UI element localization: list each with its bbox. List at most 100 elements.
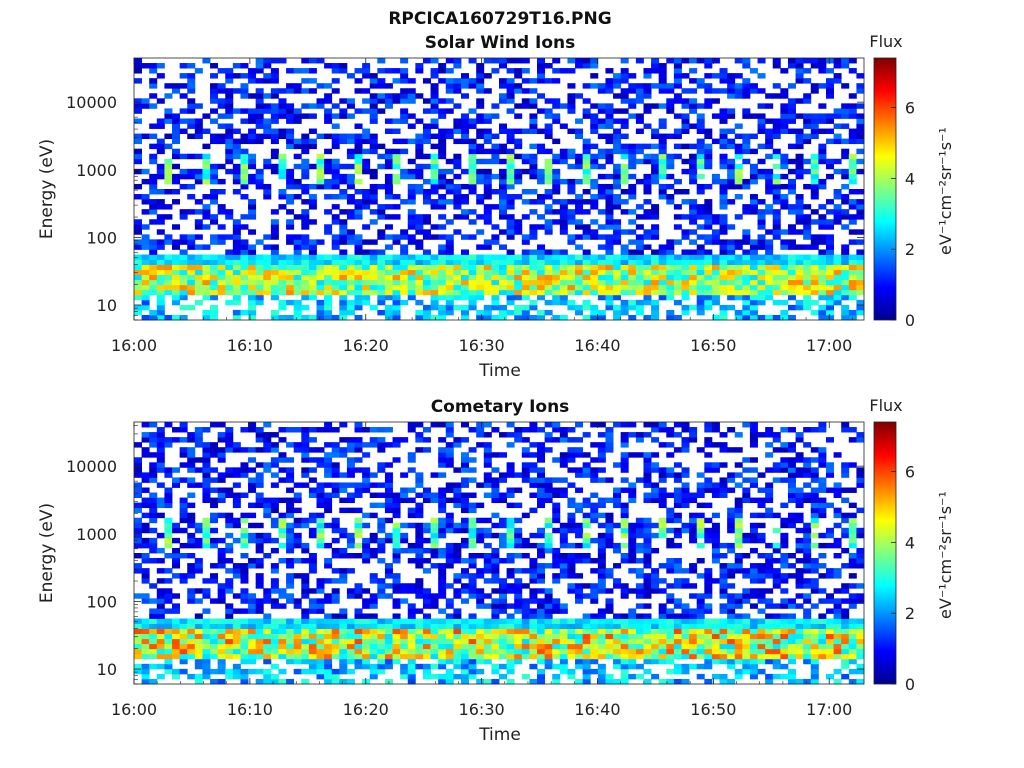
spectrogram-cell (468, 168, 477, 175)
spectrogram-cell (514, 274, 523, 281)
spectrogram-cell (613, 173, 622, 180)
spectrogram-cell (605, 618, 614, 624)
spectrogram-cell (331, 638, 340, 645)
spectrogram-cell (772, 259, 781, 265)
spectrogram-cell (681, 583, 690, 589)
spectrogram-cell (757, 209, 766, 215)
spectrogram-cell (308, 244, 317, 250)
spectrogram-cell (460, 254, 469, 260)
spectrogram-cell (833, 123, 842, 129)
spectrogram-cell (651, 153, 660, 160)
spectrogram-cell (537, 224, 546, 230)
spectrogram-cell (164, 663, 173, 670)
spectrogram-cell (392, 299, 401, 306)
spectrogram-cell (696, 118, 705, 124)
spectrogram-cell (324, 638, 333, 645)
spectrogram-cell (491, 573, 500, 579)
spectrogram-cell (202, 314, 211, 321)
spectrogram-cell (149, 284, 158, 291)
spectrogram-cell (825, 542, 834, 549)
spectrogram-cell (172, 163, 181, 170)
spectrogram-cell (757, 658, 766, 665)
spectrogram-cell (468, 148, 477, 155)
spectrogram-cell (141, 284, 150, 291)
spectrogram-cell (780, 113, 789, 119)
spectrogram-cell (613, 204, 622, 210)
spectrogram-cell (681, 189, 690, 195)
spectrogram-cell (742, 628, 751, 635)
spectrogram-cell (559, 123, 568, 129)
spectrogram-cell (590, 229, 599, 235)
spectrogram-cell (658, 153, 667, 160)
spectrogram-cell (590, 618, 599, 624)
spectrogram-cell (803, 229, 812, 235)
spectrogram-cell (651, 658, 660, 665)
spectrogram-cell (430, 158, 439, 165)
spectrogram-cell (719, 133, 728, 140)
spectrogram-cell (438, 113, 447, 119)
spectrogram-cell (164, 173, 173, 180)
spectrogram-cell (780, 284, 789, 291)
spectrogram-cell (635, 214, 644, 220)
spectrogram-cell (354, 643, 363, 650)
spectrogram-cell (711, 113, 720, 119)
spectrogram-cell (613, 78, 622, 84)
spectrogram-cell (438, 588, 447, 594)
spectrogram-cell (202, 658, 211, 665)
spectrogram-cell (582, 537, 591, 544)
spectrogram-cell (149, 618, 158, 624)
spectrogram-cell (575, 289, 584, 296)
spectrogram-cell (742, 568, 751, 574)
spectrogram-cell (483, 138, 492, 145)
spectrogram-cell (286, 118, 295, 124)
spectrogram-cell (658, 638, 667, 645)
spectrogram-cell (460, 209, 469, 215)
spectrogram-cell (537, 58, 546, 64)
spectrogram-cell (681, 284, 690, 291)
spectrogram-cell (339, 239, 348, 245)
spectrogram-cell (483, 648, 492, 655)
spectrogram-cell (491, 314, 500, 321)
spectrogram-cell (354, 633, 363, 640)
spectrogram-cell (552, 158, 561, 165)
spectrogram-cell (438, 204, 447, 210)
spectrogram-cell (719, 623, 728, 629)
spectrogram-cell (719, 274, 728, 281)
spectrogram-cell (719, 214, 728, 220)
spectrogram-cell (308, 264, 317, 271)
spectrogram-cell (194, 209, 203, 215)
spectrogram-cell (544, 63, 553, 69)
spectrogram-cell (635, 542, 644, 549)
spectrogram-cell (293, 623, 302, 629)
spectrogram-cell (506, 229, 515, 235)
spectrogram-cell (149, 628, 158, 635)
spectrogram-cell (141, 239, 150, 245)
spectrogram-cell (293, 643, 302, 650)
spectrogram-cell (795, 98, 804, 104)
spectrogram-cell (339, 643, 348, 650)
spectrogram-cell (362, 194, 371, 200)
spectrogram-cell (499, 643, 507, 650)
spectrogram-cell (194, 128, 203, 134)
spectrogram-cell (232, 279, 241, 286)
spectrogram-cell (704, 643, 713, 650)
spectrogram-cell (453, 229, 462, 235)
spectrogram-cell (430, 204, 439, 210)
spectrogram-cell (635, 628, 644, 635)
spectrogram-cell (635, 613, 644, 619)
spectrogram-cell (514, 638, 523, 645)
spectrogram-cell (537, 598, 546, 604)
spectrogram-cell (248, 93, 257, 99)
spectrogram-cell (134, 623, 142, 629)
spectrogram-cell (392, 547, 401, 554)
spectrogram-cell (825, 163, 834, 170)
spectrogram-cell (666, 638, 675, 645)
panel-title: Solar Wind Ions (425, 33, 576, 53)
spectrogram-cell (369, 209, 378, 215)
spectrogram-cell (476, 158, 485, 165)
spectrogram-cell (719, 143, 728, 150)
spectrogram-cell (673, 558, 682, 564)
spectrogram-cell (483, 279, 492, 286)
spectrogram-cell (316, 583, 325, 589)
spectrogram-cell (362, 108, 371, 114)
